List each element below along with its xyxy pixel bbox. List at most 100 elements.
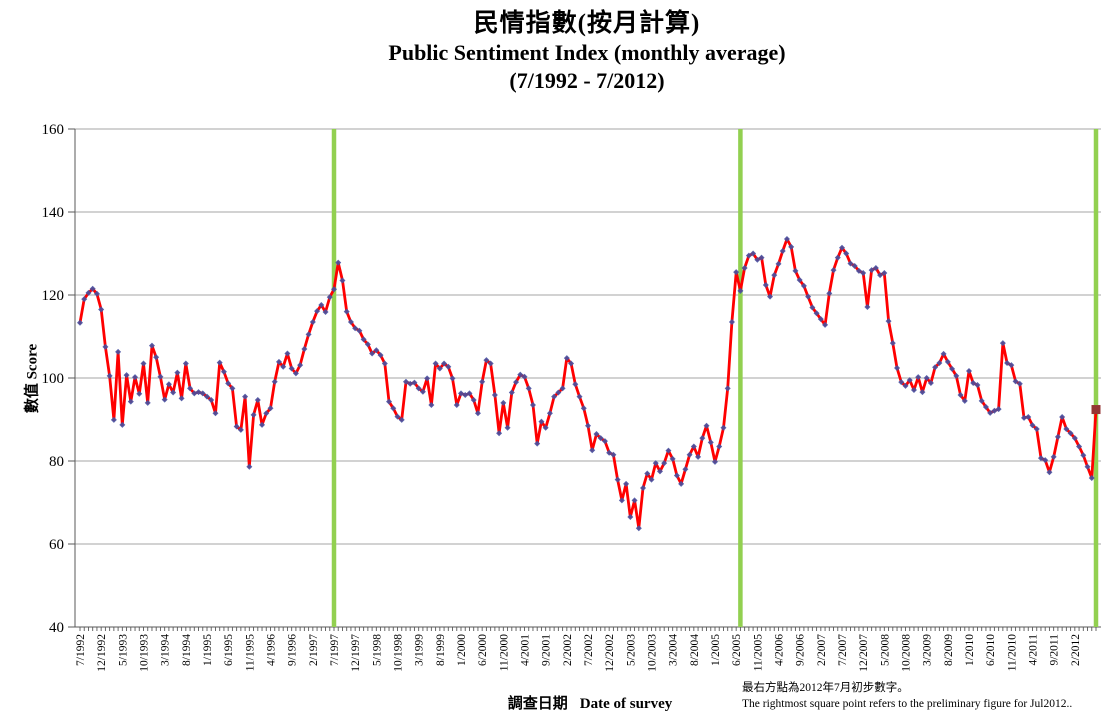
data-point-marker	[335, 259, 342, 266]
data-point-marker	[483, 357, 490, 364]
data-point-marker	[877, 272, 884, 279]
data-point-marker	[1071, 435, 1078, 442]
data-point-marker	[995, 406, 1002, 413]
data-point-marker	[1076, 443, 1083, 450]
data-point-marker	[419, 388, 426, 395]
data-point-marker	[360, 336, 367, 343]
data-point-marker	[839, 244, 845, 251]
data-point-marker	[762, 282, 769, 289]
x-tick-label: 3/1994	[160, 634, 172, 666]
data-point-marker	[288, 365, 295, 372]
data-point-marker	[98, 306, 105, 313]
y-tick-label: 80	[49, 454, 64, 470]
data-point-marker	[822, 321, 829, 328]
data-point-marker	[889, 340, 896, 347]
data-point-marker	[170, 389, 177, 396]
data-point-marker	[157, 373, 164, 380]
data-point-marker	[906, 377, 913, 384]
data-point-marker	[1050, 453, 1057, 460]
data-point-marker	[381, 360, 388, 367]
x-tick-label: 12/1992	[96, 634, 108, 672]
x-tick-label: 10/1998	[393, 634, 405, 672]
x-tick-label: 8/2009	[943, 634, 955, 666]
data-point-marker	[275, 358, 282, 365]
data-point-marker	[631, 497, 638, 504]
data-point-marker	[572, 381, 579, 388]
data-point-marker	[428, 401, 435, 408]
data-point-marker	[847, 260, 854, 267]
data-point-marker	[148, 342, 155, 349]
data-point-marker	[187, 385, 194, 392]
data-point-marker	[161, 396, 168, 403]
data-point-marker	[504, 424, 511, 431]
x-tick-label: 2/2007	[816, 634, 828, 666]
data-point-marker	[237, 426, 244, 433]
data-point-marker	[356, 327, 363, 334]
data-point-marker	[750, 250, 757, 257]
data-point-marker	[1059, 414, 1066, 421]
data-point-marker	[788, 243, 795, 250]
x-tick-label: 9/2001	[541, 634, 553, 666]
data-point-marker	[441, 360, 448, 367]
data-point-marker	[568, 360, 575, 367]
x-tick-label: 1/2005	[710, 634, 722, 666]
data-point-marker	[390, 405, 397, 412]
data-point-marker	[1037, 455, 1044, 462]
data-point-marker	[627, 514, 634, 521]
data-point-marker	[212, 410, 219, 417]
data-point-marker	[699, 435, 706, 442]
x-tick-label: 9/1996	[287, 634, 299, 666]
data-point-marker	[225, 380, 232, 387]
data-point-marker	[635, 525, 642, 532]
data-point-marker	[940, 350, 947, 357]
data-point-marker	[898, 379, 905, 386]
data-point-marker	[771, 272, 778, 279]
data-point-marker	[508, 389, 515, 396]
data-point-marker	[204, 393, 210, 400]
data-point-marker	[966, 367, 972, 374]
x-tick-label: 5/2008	[879, 634, 891, 666]
data-point-marker	[741, 265, 748, 272]
data-point-marker	[85, 289, 92, 296]
data-point-marker	[563, 355, 570, 362]
data-point-marker	[606, 449, 613, 456]
chart-title-date-range: (7/1992 - 7/2012)	[509, 67, 665, 93]
data-point-marker	[271, 378, 278, 385]
x-tick-label: 10/1993	[139, 634, 151, 672]
data-point-marker	[1063, 426, 1070, 433]
data-point-marker	[597, 435, 604, 442]
data-point-marker	[140, 360, 147, 367]
data-point-marker	[656, 468, 663, 475]
data-point-marker	[517, 371, 524, 378]
data-point-marker	[377, 352, 384, 359]
data-point-marker	[314, 308, 321, 315]
data-point-marker	[115, 348, 122, 355]
data-point-marker	[555, 389, 562, 396]
x-tick-label: 11/1995	[244, 634, 256, 672]
data-point-marker	[102, 343, 109, 350]
x-tick-label: 11/2005	[752, 634, 764, 672]
x-tick-label: 6/2000	[477, 634, 489, 666]
data-point-marker	[733, 269, 740, 276]
data-point-marker	[132, 374, 139, 381]
data-point-marker	[728, 318, 735, 325]
data-point-marker	[309, 318, 316, 325]
x-tick-label: 7/2007	[837, 634, 849, 666]
data-point-marker	[322, 309, 329, 316]
data-point-marker	[826, 290, 833, 297]
data-point-marker	[1046, 469, 1053, 476]
data-point-marker	[1084, 463, 1091, 470]
data-point-marker	[589, 447, 596, 454]
data-point-marker	[280, 363, 287, 370]
data-point-marker	[81, 296, 88, 303]
data-point-marker	[229, 385, 236, 392]
data-point-marker	[855, 267, 862, 274]
y-tick-label: 120	[42, 288, 65, 304]
data-point-marker	[301, 345, 308, 352]
data-point-marker	[923, 375, 930, 381]
data-point-marker	[415, 385, 422, 392]
data-point-marker	[779, 248, 786, 255]
data-point-marker	[949, 365, 956, 372]
data-point-marker	[614, 476, 621, 483]
y-tick-label: 100	[42, 371, 65, 387]
